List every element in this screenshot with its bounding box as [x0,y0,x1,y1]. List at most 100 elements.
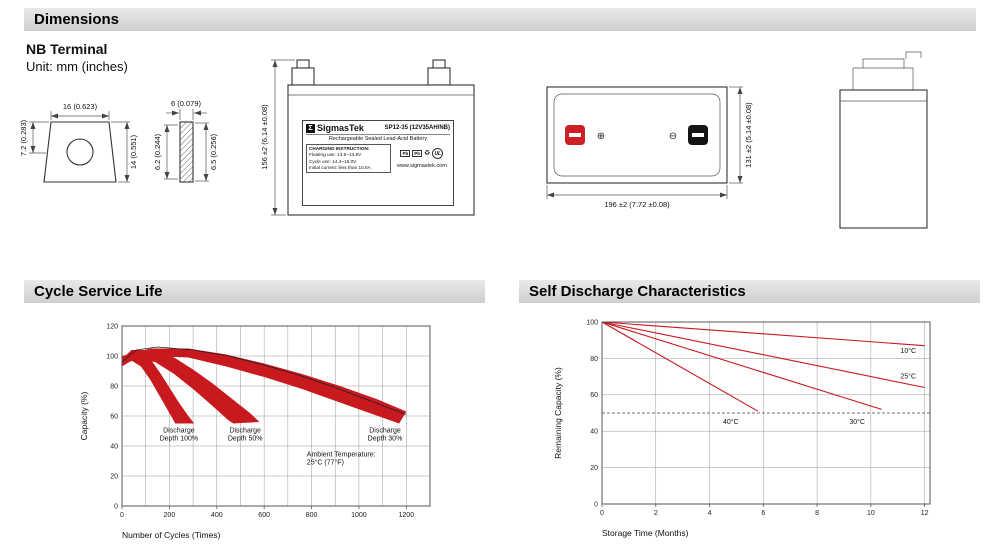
terminal-type-label: NB Terminal [26,41,108,57]
charging-title: CHARGING INSTRUCTION: [309,146,370,151]
chart-annotation: Depth 100% [160,436,199,443]
x-tick-label: 0 [600,510,604,517]
y-tick-label: 100 [586,319,598,326]
y-tick-label: 20 [590,465,598,472]
chart-annotation: Discharge [229,428,261,435]
battery-label-brand-row: Σ SigmasTek SP12-35 (12V35AH/NB) [306,123,450,133]
battery-label-right: Pb Pb ♻ UL www.sigmastek.com [394,144,450,173]
x-tick-label: 8 [815,510,819,517]
battery-label-icons: Pb Pb ♻ UL [400,148,444,159]
front-height-dim: 156 ±2 (6.14 ±0.08) [260,104,269,170]
x-tick-label: 0 [120,512,124,519]
x-axis-label: Number of Cycles (Times) [122,530,221,540]
y-tick-label: 0 [114,503,118,510]
line-30-c [601,321,882,410]
x-tick-label: 12 [921,510,929,517]
y-tick-label: 60 [590,392,598,399]
pb-icon: Pb [400,150,411,157]
y-tick-label: 120 [106,323,118,330]
x-tick-label: 4 [708,510,712,517]
line-10-c [601,321,925,347]
line-40-c [601,321,759,412]
self-discharge-header: Self Discharge Characteristics [519,280,980,303]
band-discharge-depth-100 [122,350,195,424]
y-tick-label: 80 [110,383,118,390]
dimension-drawings: 16 (0.623) 7.2 (0.283) 14 (0.551) 6 (0.0… [19,51,928,229]
battery-label: Σ SigmasTek SP12-35 (12V35AH/NB) Recharg… [302,120,454,206]
battery-side-drawing [839,51,928,229]
plot-border [601,321,931,505]
chart-annotation: 10°C [900,347,916,355]
brand-name: SigmasTek [317,123,364,133]
y-axis-label: Remaining Capacity (%) [553,367,563,459]
chart-annotation: Depth 30% [368,436,403,443]
y-tick-label: 40 [590,429,598,436]
x-tick-label: 1200 [399,512,415,519]
dimensions-header-label: Dimensions [34,11,120,28]
chart-annotation: Discharge [369,428,401,435]
negative-terminal-slot [692,133,704,137]
dimensions-section-header: Dimensions [24,8,976,31]
terminal-upper-height-dim: 7.2 (0.283) [19,119,28,156]
terminal-height-dim: 14 (0.551) [129,134,138,169]
y-axis-label: Capacity (%) [79,392,89,441]
top-width-dim: 196 ±2 (7.72 ±0.08) [604,200,670,209]
x-tick-label: 10 [867,510,875,517]
section-width-dim: 6 (0.079) [171,99,202,108]
charging-instruction-box: CHARGING INSTRUCTION: Floating use: 13.5… [306,144,391,174]
y-tick-label: 60 [110,413,118,420]
band-discharge-depth-30 [122,348,407,424]
chart-annotation: 25°C [900,372,916,380]
self-discharge-chart: 0 2 4 6 8 10 12 0 20 40 60 80 100 Storage Time (Month… [553,319,931,538]
x-tick-label: 200 [164,512,176,519]
x-tick-label: 400 [211,512,223,519]
ul-icon: UL [432,148,444,159]
x-axis-label: Storage Time (Months) [602,528,689,538]
sigmastek-logo-icon: Σ [306,123,315,133]
terminal-section-hatch [179,121,194,183]
unit-note: Unit: mm (inches) [26,59,128,74]
y-tick-label: 20 [110,473,118,480]
chart-annotation: 40°C [723,418,739,426]
battery-label-body: CHARGING INSTRUCTION: Floating use: 13.5… [306,144,450,174]
terminal-hole [66,138,94,166]
charging-line: Initial current: less than 10.5A [309,165,371,171]
model-number: SP12-35 (12V35AH/NB) [384,125,450,131]
terminal-section-drawing: 6 (0.079) 6.2 (0.244) 6.5 (0.256) [153,99,218,183]
cycle-header-label: Cycle Service Life [34,283,163,300]
battery-subtitle: Rechargeable Sealed Lead-Acid Battery [306,134,450,142]
y-tick-label: 80 [590,356,598,363]
section-right-height-dim: 6.5 (0.256) [209,133,218,170]
chart-annotation: Ambient Temperature: [307,452,376,459]
x-tick-label: 6 [761,510,765,517]
chart-annotation: Discharge [163,428,195,435]
recycle-icon: ♻ [424,150,431,157]
pb-icon: Pb [412,150,422,157]
x-tick-label: 800 [306,512,318,519]
cycle-service-life-chart: 0 200 400 600 800 1000 1200 0 20 40 60 80 100 120 Numb… [79,323,431,540]
website-text: www.sigmastek.com [396,163,447,169]
negative-symbol-icon: ⊖ [669,131,677,142]
top-depth-dim: 131 ±2 (5.14 ±0.08) [744,102,753,168]
plot-border [121,325,431,507]
y-tick-label: 0 [594,501,598,508]
chart-annotation: 25°C (77°F) [307,459,344,467]
terminal-front-drawing: 16 (0.623) 7.2 (0.283) 14 (0.551) [19,102,138,183]
self-discharge-header-label: Self Discharge Characteristics [529,283,746,300]
charging-line: Cycle use: 14.4~15.0V [309,158,357,164]
band-discharge-depth-50 [122,350,260,424]
cycle-service-life-header: Cycle Service Life [24,280,485,303]
chart-annotation: 30°C [849,418,865,426]
y-tick-label: 100 [106,353,118,360]
x-tick-label: 1000 [351,512,367,519]
x-tick-label: 2 [654,510,658,517]
line-25-c [601,321,925,389]
battery-top-drawing: ⊕ ⊖ 196 ±2 (7.72 ±0.08) 131 ±2 (5.14 ±0.… [546,86,753,209]
charging-line: Floating use: 13.5~13.8V [309,152,362,158]
line-envelope [121,346,407,415]
terminal-width-dim: 16 (0.623) [63,102,98,111]
x-tick-label: 600 [258,512,270,519]
positive-symbol-icon: ⊕ [597,131,605,142]
chart-annotation: Depth 50% [228,436,263,443]
